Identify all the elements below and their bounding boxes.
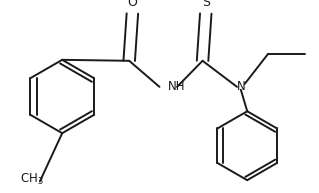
- Text: S: S: [202, 0, 210, 9]
- Text: O: O: [128, 0, 137, 9]
- Text: CH$_3$: CH$_3$: [20, 172, 44, 187]
- Text: NH: NH: [167, 80, 185, 93]
- Text: N: N: [236, 80, 245, 93]
